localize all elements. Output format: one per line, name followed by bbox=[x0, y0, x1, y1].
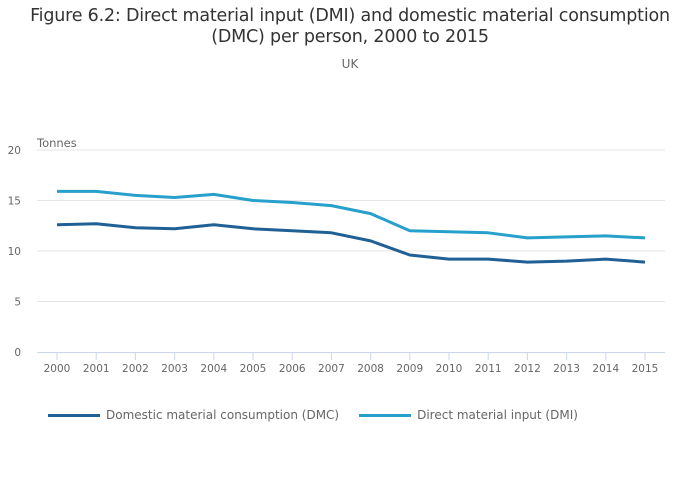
x-axis: 2000 2001 2002 2003 2004 2005 2006 2007 2008 2009… bbox=[37, 352, 665, 375]
x-tick-label: 2012 bbox=[514, 363, 541, 375]
x-tick-label: 2005 bbox=[240, 363, 267, 375]
x-tick-label: 2003 bbox=[161, 363, 188, 375]
x-tick-label: 2007 bbox=[318, 363, 345, 375]
series-line-dmi[interactable] bbox=[57, 189, 646, 240]
x-tick-label: 2006 bbox=[279, 363, 306, 375]
x-tick-label: 2015 bbox=[632, 363, 659, 375]
y-tick-label: 10 bbox=[8, 246, 21, 258]
x-tick-label: 2002 bbox=[122, 363, 149, 375]
y-tick-label: 0 bbox=[14, 347, 21, 359]
x-tick-label: 2013 bbox=[553, 363, 580, 375]
y-tick-label: 15 bbox=[8, 196, 21, 208]
legend-item-dmi[interactable]: Direct material input (DMI) bbox=[359, 408, 578, 422]
chart-subtitle: UK bbox=[341, 57, 359, 71]
chart-title-line-1: Figure 6.2: Direct material input (DMI) … bbox=[30, 6, 670, 26]
y-tick-label: 20 bbox=[8, 145, 21, 157]
x-tick-label: 2008 bbox=[357, 363, 384, 375]
x-tick-label: 2011 bbox=[475, 363, 502, 375]
legend: Domestic material consumption (DMC) Dire… bbox=[48, 408, 598, 422]
x-tick-label: 2010 bbox=[436, 363, 463, 375]
legend-label-dmi: Direct material input (DMI) bbox=[417, 408, 578, 422]
chart-title: Figure 6.2: Direct material input (DMI) … bbox=[0, 6, 700, 48]
chart-title-line-2: (DMC) per person, 2000 to 2015 bbox=[211, 27, 489, 47]
legend-swatch-dmi bbox=[359, 413, 412, 417]
y-tick-label: 5 bbox=[14, 297, 21, 309]
gridlines bbox=[37, 149, 665, 302]
legend-label-dmc: Domestic material consumption (DMC) bbox=[106, 408, 340, 422]
x-tick-label: 2004 bbox=[200, 363, 227, 375]
x-tick-label: 2009 bbox=[396, 363, 423, 375]
legend-swatch-dmc bbox=[48, 413, 100, 417]
legend-item-dmc[interactable]: Domestic material consumption (DMC) bbox=[48, 408, 339, 422]
series-line-dmc[interactable] bbox=[56, 222, 646, 264]
y-axis-ticks: 0 5 10 15 20 bbox=[8, 145, 21, 359]
series-lines bbox=[56, 189, 646, 264]
x-tick-label: 2014 bbox=[592, 363, 619, 375]
x-tick-label: 2000 bbox=[44, 363, 71, 375]
x-tick-label: 2001 bbox=[83, 363, 110, 375]
y-axis-unit-label: Tonnes bbox=[36, 136, 77, 150]
